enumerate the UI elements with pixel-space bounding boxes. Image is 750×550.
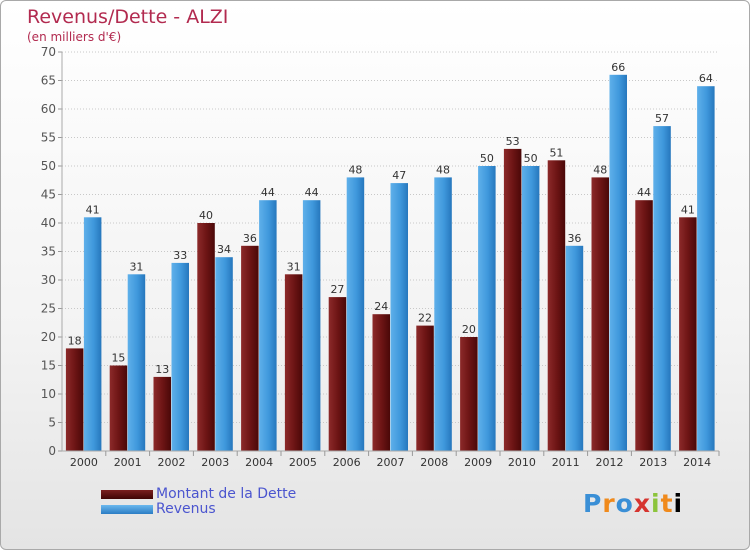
data-label-debt: 31 xyxy=(287,260,301,273)
x-tick-label: 2000 xyxy=(70,456,98,469)
bar-debt xyxy=(109,365,128,451)
y-tick-label: 30 xyxy=(41,273,56,287)
data-label-revenus: 48 xyxy=(436,163,450,176)
x-tick-label: 2001 xyxy=(114,456,142,469)
data-label-debt: 44 xyxy=(637,186,651,199)
data-label-revenus: 44 xyxy=(305,186,319,199)
data-label-debt: 51 xyxy=(549,146,563,159)
bar-revenus xyxy=(434,177,452,451)
data-label-revenus: 31 xyxy=(129,260,143,273)
bar-revenus xyxy=(259,200,277,451)
bar-revenus xyxy=(521,166,540,451)
y-tick-label: 55 xyxy=(41,131,56,145)
bar-revenus xyxy=(83,217,102,451)
x-tick-label: 2013 xyxy=(639,456,667,469)
bar-revenus xyxy=(302,200,321,451)
bar-revenus xyxy=(390,183,408,451)
bar-revenus xyxy=(697,86,715,451)
data-label-debt: 13 xyxy=(155,363,169,376)
y-tick-label: 60 xyxy=(41,102,56,116)
y-tick-label: 25 xyxy=(41,302,56,316)
data-label-debt: 20 xyxy=(462,323,476,336)
y-tick-label: 65 xyxy=(41,74,56,88)
bar-revenus xyxy=(215,257,233,451)
y-tick-label: 15 xyxy=(41,359,56,373)
y-tick-label: 40 xyxy=(41,216,56,230)
data-label-revenus: 36 xyxy=(567,232,581,245)
data-label-debt: 48 xyxy=(593,163,607,176)
y-tick-label: 70 xyxy=(41,45,56,59)
bar-debt xyxy=(503,148,522,451)
data-label-revenus: 44 xyxy=(261,186,275,199)
data-label-revenus: 50 xyxy=(524,152,538,165)
x-tick-label: 2008 xyxy=(420,456,448,469)
y-tick-label: 0 xyxy=(48,444,56,458)
x-tick-label: 2010 xyxy=(508,456,536,469)
data-label-revenus: 33 xyxy=(173,249,187,262)
data-label-debt: 15 xyxy=(111,352,125,365)
bar-revenus xyxy=(478,166,496,451)
x-tick-label: 2003 xyxy=(201,456,229,469)
bar-debt xyxy=(547,160,566,452)
legend-swatch-debt xyxy=(101,490,153,499)
data-label-revenus: 50 xyxy=(480,152,494,165)
x-tick-label: 2005 xyxy=(289,456,317,469)
y-tick-label: 20 xyxy=(41,330,56,344)
x-tick-label: 2012 xyxy=(596,456,624,469)
bar-debt xyxy=(416,325,434,451)
data-label-debt: 27 xyxy=(330,283,344,296)
data-label-revenus: 34 xyxy=(217,243,231,256)
bar-debt xyxy=(65,348,84,451)
bar-debt xyxy=(153,376,171,451)
bar-debt xyxy=(197,223,215,451)
bar-debt xyxy=(679,217,697,451)
bar-debt xyxy=(328,297,347,451)
x-tick-label: 2006 xyxy=(333,456,361,469)
y-tick-label: 50 xyxy=(41,159,56,173)
bar-revenus xyxy=(171,262,189,451)
proxiti-logo: Proxiti xyxy=(583,489,684,518)
data-label-revenus: 48 xyxy=(348,163,362,176)
bar-chart: 1841153113334034364431442748244722482050… xyxy=(41,45,720,469)
x-tick-label: 2004 xyxy=(245,456,273,469)
data-label-debt: 18 xyxy=(68,334,82,347)
data-label-debt: 24 xyxy=(374,300,388,313)
bar-revenus xyxy=(127,274,146,451)
legend-label-debt: Montant de la Dette xyxy=(156,486,297,502)
data-label-revenus: 66 xyxy=(611,61,625,74)
x-tick-label: 2007 xyxy=(377,456,405,469)
x-tick-label: 2014 xyxy=(683,456,711,469)
bar-revenus xyxy=(565,245,584,451)
bar-revenus xyxy=(653,126,671,451)
bar-debt xyxy=(284,274,303,451)
legend-label-revenus: Revenus xyxy=(156,501,216,517)
y-tick-label: 45 xyxy=(41,188,56,202)
data-label-debt: 22 xyxy=(418,312,432,325)
bar-debt xyxy=(460,337,478,451)
bar-debt xyxy=(591,177,609,451)
data-label-revenus: 41 xyxy=(86,203,100,216)
data-label-debt: 53 xyxy=(506,135,520,148)
y-tick-label: 10 xyxy=(41,387,56,401)
bar-debt xyxy=(372,314,390,451)
chart-title: Revenus/Dette - ALZI xyxy=(27,6,229,28)
data-label-revenus: 64 xyxy=(699,72,713,85)
data-label-debt: 40 xyxy=(199,209,213,222)
bar-revenus xyxy=(346,177,365,451)
chart-subtitle: (en milliers d'€) xyxy=(27,30,122,44)
x-tick-label: 2002 xyxy=(158,456,186,469)
y-tick-label: 5 xyxy=(48,416,56,430)
legend-swatch-revenus xyxy=(101,505,153,514)
data-label-revenus: 57 xyxy=(655,112,669,125)
bar-debt xyxy=(241,245,259,451)
y-tick-label: 35 xyxy=(41,245,56,259)
x-tick-label: 2011 xyxy=(552,456,580,469)
bar-revenus xyxy=(609,74,627,452)
data-label-revenus: 47 xyxy=(392,169,406,182)
x-tick-label: 2009 xyxy=(464,456,492,469)
data-label-debt: 36 xyxy=(243,232,257,245)
data-label-debt: 41 xyxy=(681,203,695,216)
bar-debt xyxy=(635,200,653,451)
